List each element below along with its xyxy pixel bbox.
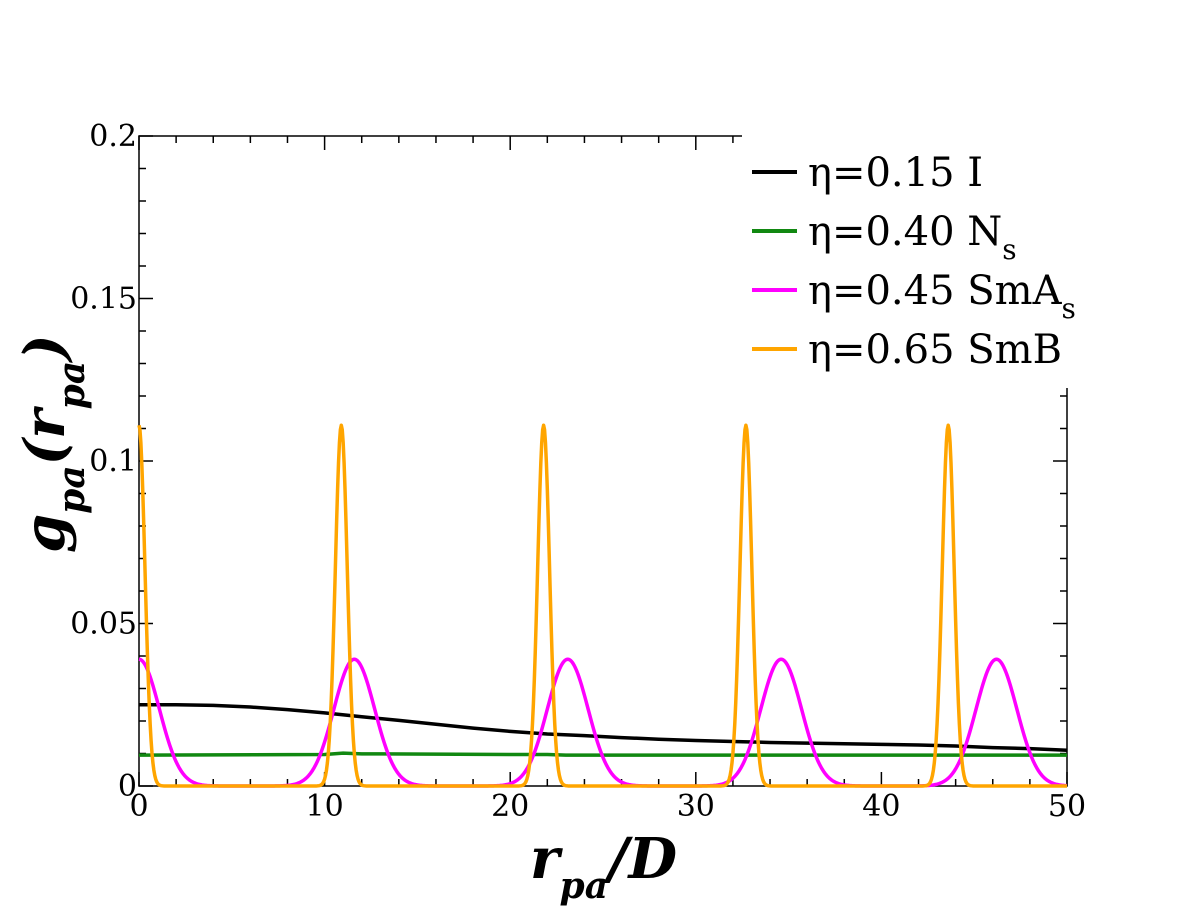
legend-label-sub: s xyxy=(1061,292,1075,325)
legend-box xyxy=(742,132,1094,388)
y-tick-label: 0.15 xyxy=(70,282,137,317)
y-tick-label: 0.05 xyxy=(70,607,137,642)
y-axis-title-sub2: pa xyxy=(51,361,93,410)
series-layer xyxy=(137,423,1068,788)
y-axis-title: gpa(rpa) xyxy=(12,334,93,553)
x-axis-title-sub: pa xyxy=(560,865,609,907)
y-tick-label: 0 xyxy=(118,769,137,804)
legend-label: η=0.40 Ns xyxy=(808,209,1017,266)
legend-label-sub: s xyxy=(1002,233,1016,266)
x-tick-label: 0 xyxy=(129,789,148,824)
x-axis-title: rpa/D xyxy=(530,826,677,907)
series-line-3 xyxy=(137,423,1068,788)
series-line-2 xyxy=(138,657,1068,788)
y-axis-title-close: ) xyxy=(12,334,78,364)
y-axis-title-sub1: pa xyxy=(51,465,93,514)
x-axis-title-main: r xyxy=(530,826,563,892)
y-axis-title-main: g xyxy=(12,514,78,553)
legend-label-main: η=0.15 I xyxy=(808,150,983,196)
x-tick-label: 50 xyxy=(1048,789,1086,824)
legend-label: η=0.45 SmAs xyxy=(808,268,1076,325)
series-line-0 xyxy=(139,703,1068,752)
y-tick-label: 0.2 xyxy=(89,119,137,154)
x-axis-title-suffix: /D xyxy=(603,826,677,892)
x-tick-label: 20 xyxy=(491,789,529,824)
x-tick-label: 10 xyxy=(306,789,344,824)
y-tick-labels: 0 0.05 0.1 0.15 0.2 xyxy=(70,119,137,804)
y-axis-title-open: ( xyxy=(12,436,78,465)
legend-label-main: η=0.65 SmB xyxy=(808,327,1062,373)
legend-label-main: η=0.45 SmA xyxy=(808,268,1063,314)
x-tick-label: 30 xyxy=(677,789,715,824)
x-tick-labels: 0 10 20 30 40 50 xyxy=(129,789,1086,824)
x-tick-label: 40 xyxy=(862,789,900,824)
y-axis-title-arg: r xyxy=(12,406,78,439)
legend-label: η=0.15 I xyxy=(808,150,983,196)
legend-label: η=0.65 SmB xyxy=(808,327,1062,373)
y-tick-label: 0.1 xyxy=(89,444,137,479)
legend-label-main: η=0.40 N xyxy=(808,209,1002,255)
